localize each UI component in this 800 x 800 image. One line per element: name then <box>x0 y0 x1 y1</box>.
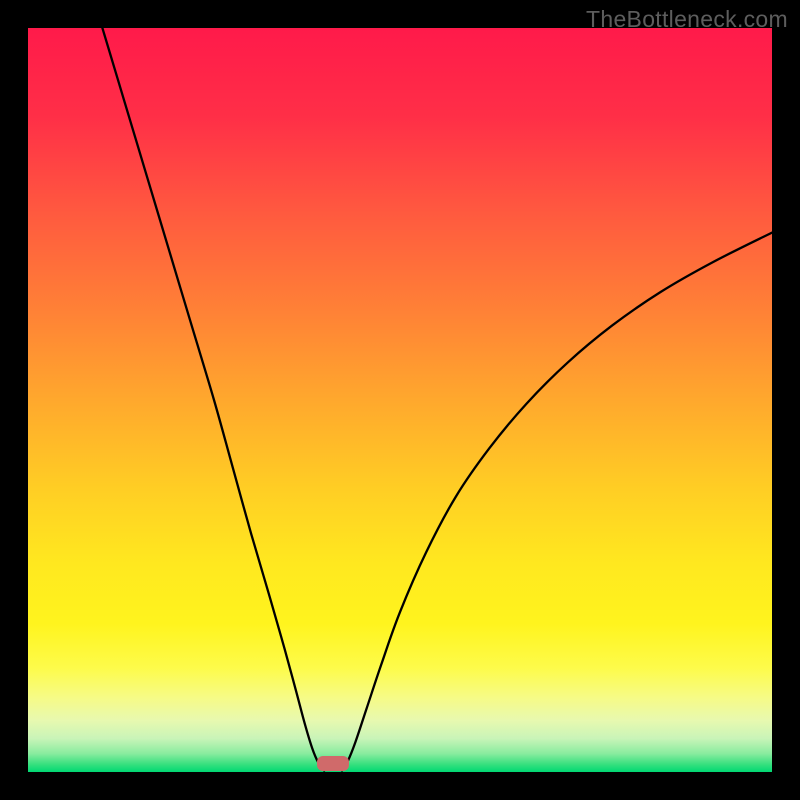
minimum-marker <box>317 756 350 771</box>
curve-left <box>102 28 324 771</box>
chart-frame: TheBottleneck.com <box>0 0 800 800</box>
curves-layer <box>28 28 772 772</box>
curve-right <box>342 233 772 771</box>
plot-area <box>28 28 772 772</box>
